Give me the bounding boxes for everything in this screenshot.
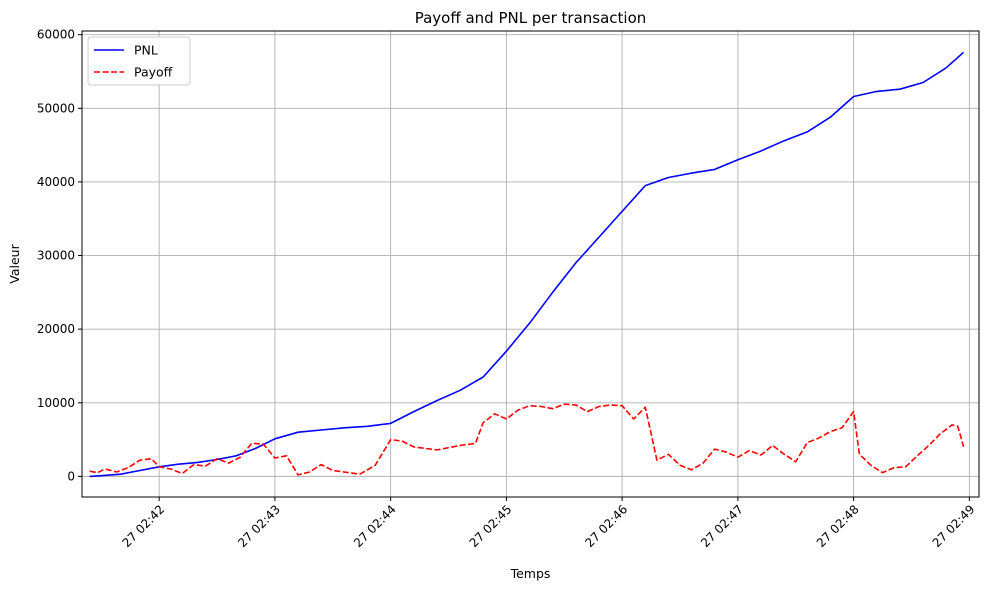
plot-frame xyxy=(81,30,980,498)
series-layer xyxy=(89,51,965,478)
y-tick-label: 0 xyxy=(67,469,75,483)
y-tick-label: 60000 xyxy=(37,28,75,42)
y-tick-label: 10000 xyxy=(37,396,75,410)
legend-label-pnl: PNL xyxy=(134,43,158,58)
chart-title: Payoff and PNL per transaction xyxy=(415,9,647,27)
y-tick-label: 40000 xyxy=(37,175,75,189)
series-line-pnl xyxy=(89,51,965,478)
grid-layer xyxy=(82,31,979,497)
y-tick-label: 30000 xyxy=(37,249,75,263)
legend-box xyxy=(87,36,191,86)
legend-label-payoff: Payoff xyxy=(134,65,173,80)
legend: PNL Payoff xyxy=(87,36,191,86)
y-axis-label: Valeur xyxy=(7,243,22,283)
series-line-payoff xyxy=(89,403,965,476)
x-axis-label: Temps xyxy=(510,566,551,581)
y-tick-label: 50000 xyxy=(37,101,75,115)
y-tick-label: 20000 xyxy=(37,322,75,336)
